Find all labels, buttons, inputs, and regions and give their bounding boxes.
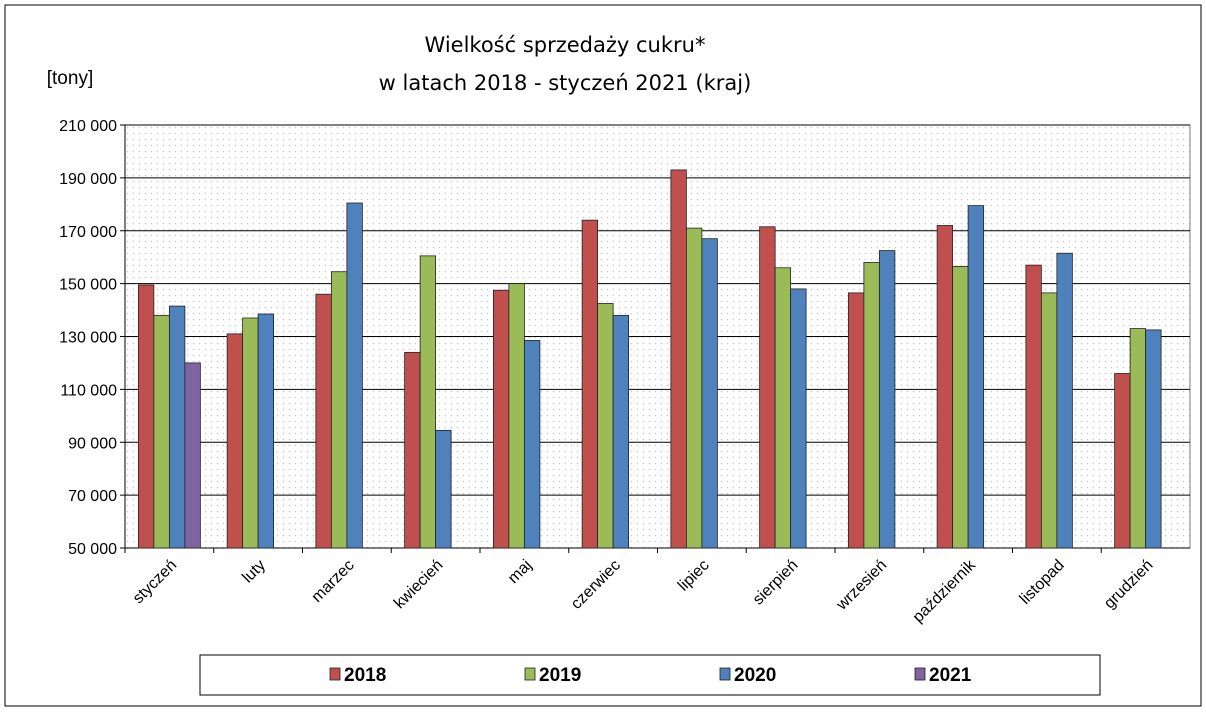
bar [315, 293, 332, 549]
bar [1025, 264, 1042, 549]
legend-label: 2020 [734, 665, 776, 686]
bar [330, 271, 348, 549]
bar [404, 351, 421, 549]
bar [1145, 329, 1162, 549]
y-tick-label: 190 000 [59, 171, 117, 188]
legend-swatch [719, 667, 731, 681]
y-tick-label: 50 000 [68, 541, 117, 558]
chart-subtitle: w latach 2018 - styczeń 2021 (kraj) [379, 71, 752, 95]
bar [1056, 252, 1073, 549]
y-tick-label: 130 000 [59, 330, 117, 347]
bar [1129, 328, 1147, 549]
y-tick-label: 70 000 [68, 488, 117, 505]
bar [523, 340, 541, 549]
legend-swatch [329, 667, 341, 681]
bar [492, 289, 510, 549]
legend-label: 2018 [344, 665, 386, 686]
bar [612, 314, 630, 549]
y-tick-label: 170 000 [59, 224, 117, 241]
x-tick-label: marzec [309, 557, 358, 606]
bar [863, 262, 880, 549]
bar [226, 333, 244, 549]
bar [670, 169, 687, 549]
y-tick-label: 110 000 [60, 382, 117, 399]
bar [878, 250, 896, 549]
bar [1114, 373, 1131, 549]
bar [1040, 292, 1058, 549]
x-tick-label: lipiec [675, 557, 713, 595]
bar [419, 255, 437, 549]
bar [184, 362, 201, 549]
x-tick-label: wrzesień [833, 557, 890, 614]
bar [137, 284, 155, 549]
x-tick-label: czerwiec [568, 557, 624, 613]
x-tick-label: listopad [1017, 557, 1068, 608]
legend-swatch [524, 667, 536, 681]
bar [242, 317, 259, 549]
bar [967, 205, 985, 549]
frame [4, 4, 1202, 707]
bar [774, 267, 792, 549]
y-tick-label: 210 000 [59, 118, 117, 135]
bar [952, 266, 969, 549]
bar [685, 227, 703, 549]
y-axis-label: [tony] [47, 68, 93, 89]
chart-title: Wielkość sprzedaży cukru* [425, 33, 706, 57]
y-tick-label: 150 000 [59, 277, 117, 294]
bar [759, 226, 776, 549]
x-tick-label: styczeń [130, 557, 180, 607]
x-tick-label: grudzień [1101, 557, 1156, 612]
bar [581, 219, 599, 549]
bar [153, 314, 170, 549]
legend-swatch [914, 667, 926, 681]
x-tick-label: sierpień [750, 557, 802, 609]
bar [790, 288, 807, 549]
bar [435, 429, 452, 549]
y-tick-label: 90 000 [68, 435, 117, 452]
bar [936, 225, 954, 549]
bar [597, 303, 614, 549]
bar [508, 283, 525, 549]
x-tick-label: luty [239, 557, 269, 587]
x-tick-label: październik [910, 556, 980, 626]
x-tick-label: maj [505, 557, 535, 587]
legend-label: 2021 [929, 665, 972, 686]
bar [168, 305, 186, 549]
x-tick-label: kwiecień [391, 557, 446, 612]
legend-label: 2019 [539, 665, 581, 686]
bar [847, 292, 865, 549]
legend [199, 654, 1101, 696]
bar [257, 313, 275, 549]
bar [701, 238, 718, 549]
bar [346, 202, 363, 549]
